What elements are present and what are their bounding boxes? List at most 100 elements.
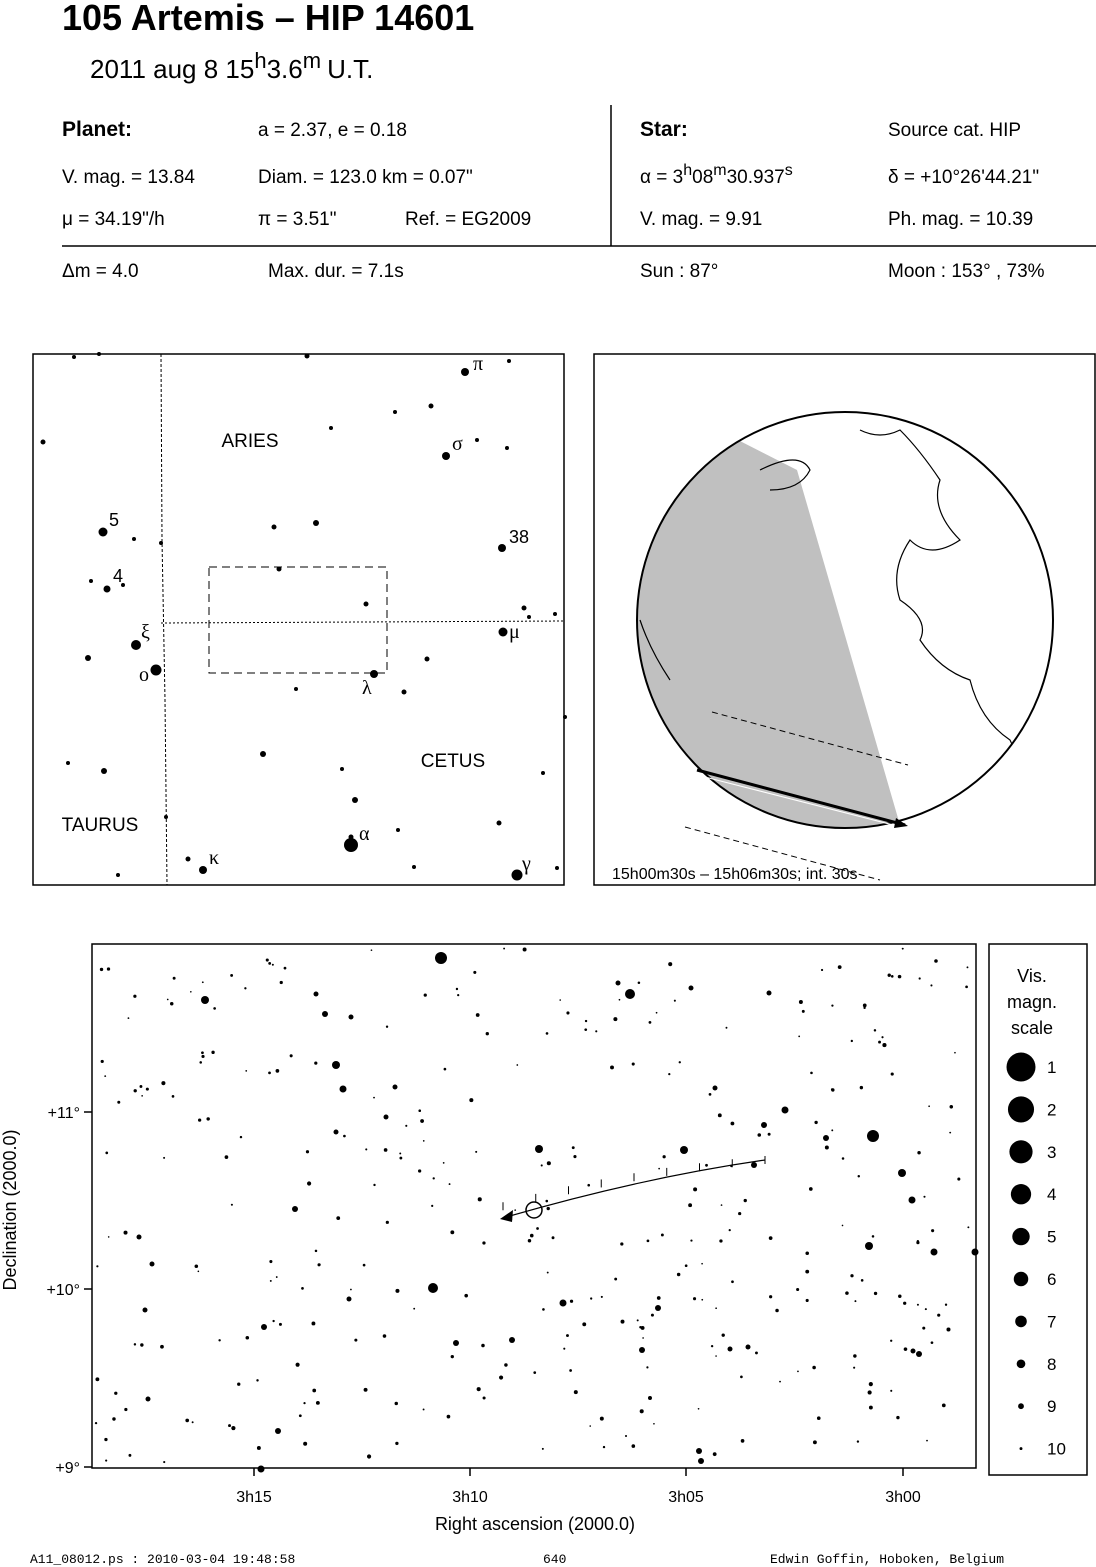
- chart-star: [382, 1334, 387, 1338]
- finder-star: [401, 689, 407, 695]
- chart-star: [797, 1370, 799, 1373]
- chart-star: [399, 1152, 402, 1155]
- x-axis-label: Right ascension (2000.0): [435, 1514, 635, 1534]
- chart-star: [457, 994, 460, 997]
- chart-star: [546, 1161, 551, 1166]
- star-name: γ: [521, 853, 531, 875]
- chart-star: [676, 1272, 681, 1277]
- chart-star: [769, 1295, 773, 1299]
- chart-star: [867, 1130, 879, 1142]
- chart-star: [610, 1065, 614, 1070]
- chart-star: [245, 1070, 248, 1072]
- chart-star: [172, 976, 176, 980]
- star-name: ξ: [141, 621, 150, 643]
- chart-star: [868, 1405, 873, 1410]
- chart-star: [712, 1085, 718, 1091]
- scale-label: 1: [1047, 1058, 1056, 1077]
- vmag: V. mag. = 13.84: [62, 167, 195, 188]
- chart-star: [485, 1032, 489, 1036]
- finder-star: [352, 797, 358, 803]
- star-name: 5: [109, 510, 119, 530]
- star-name: σ: [452, 433, 463, 455]
- chart-star: [446, 1414, 451, 1419]
- chart-star: [631, 1062, 635, 1066]
- chart-star: [431, 1204, 434, 1207]
- chart-star: [655, 1305, 661, 1311]
- finder-star: [72, 355, 76, 359]
- chart-star: [916, 1241, 920, 1245]
- chart-star: [257, 1465, 265, 1473]
- chart-star: [318, 1263, 321, 1266]
- diam: Diam. = 123.0 km = 0.07": [258, 167, 473, 188]
- chart-star: [370, 949, 373, 951]
- chart-star: [727, 1346, 733, 1352]
- scale-dot: [1012, 1227, 1030, 1246]
- chart-star: [194, 1264, 199, 1269]
- star-label: Star:: [640, 118, 688, 141]
- chart-star: [201, 1054, 205, 1059]
- chart-star: [482, 1241, 486, 1245]
- chart-star: [559, 999, 562, 1001]
- chart-star: [136, 1234, 142, 1240]
- chart-star: [346, 1296, 352, 1302]
- chart-star: [313, 991, 319, 997]
- star-chart: 3h15 3h10 3h05 3h00 +11° +10° +9° Right …: [0, 943, 1088, 1534]
- chart-star: [301, 1286, 304, 1290]
- chart-star: [198, 1118, 202, 1122]
- chart-star: [332, 1061, 340, 1069]
- chart-star: [582, 1322, 587, 1327]
- chart-star: [831, 1129, 834, 1132]
- sup: m: [303, 48, 321, 73]
- chart-star: [450, 1230, 455, 1235]
- x-tick-label: 3h15: [236, 1489, 272, 1506]
- star-name: κ: [209, 847, 219, 869]
- chart-star: [551, 1236, 555, 1240]
- chart-star: [190, 990, 192, 993]
- chart-star: [646, 1239, 650, 1243]
- chart-star: [863, 1006, 866, 1010]
- chart-star: [422, 1408, 425, 1411]
- chart-star: [620, 1242, 624, 1246]
- x-tick-label: 3h05: [668, 1489, 704, 1506]
- chart-star: [696, 1448, 702, 1454]
- star-name: ο: [139, 664, 149, 686]
- chart-star: [898, 1169, 906, 1177]
- chart-star: [237, 1382, 241, 1386]
- chart-star: [540, 1164, 543, 1167]
- chart-star: [95, 1377, 100, 1382]
- chart-star: [271, 963, 274, 966]
- chart-star: [499, 1375, 504, 1380]
- chart-star: [693, 1187, 698, 1192]
- chart-star: [812, 1440, 817, 1445]
- chart-star: [535, 1145, 543, 1153]
- chart-star: [599, 1416, 604, 1421]
- finder-star: [66, 761, 70, 765]
- chart-star: [354, 1338, 358, 1342]
- scale-label: 7: [1047, 1312, 1056, 1331]
- chart-star: [766, 990, 772, 996]
- chart-star: [545, 1199, 549, 1203]
- chart-star: [873, 1291, 878, 1296]
- chart-star: [856, 1440, 860, 1443]
- chart-star: [837, 965, 842, 969]
- chart-star: [295, 1362, 300, 1367]
- chart-star: [365, 1148, 368, 1151]
- finder-star: [498, 544, 506, 552]
- chart-star: [197, 1270, 200, 1273]
- chart-star: [653, 1422, 655, 1425]
- scale-label: 3: [1047, 1143, 1056, 1162]
- chart-star: [831, 1088, 835, 1092]
- finder-star: [393, 410, 397, 414]
- chart-star: [107, 1236, 110, 1238]
- finder-star: [121, 583, 125, 587]
- chart-star: [206, 1117, 210, 1121]
- chart-star: [476, 1387, 481, 1392]
- chart-star: [385, 1220, 389, 1224]
- chart-star: [941, 1403, 946, 1408]
- chart-star: [712, 1452, 717, 1457]
- scale-dot: [1015, 1315, 1027, 1328]
- chart-star: [265, 958, 269, 962]
- chart-star: [680, 1146, 688, 1154]
- chart-star: [191, 1421, 194, 1424]
- chart-star: [307, 1181, 312, 1186]
